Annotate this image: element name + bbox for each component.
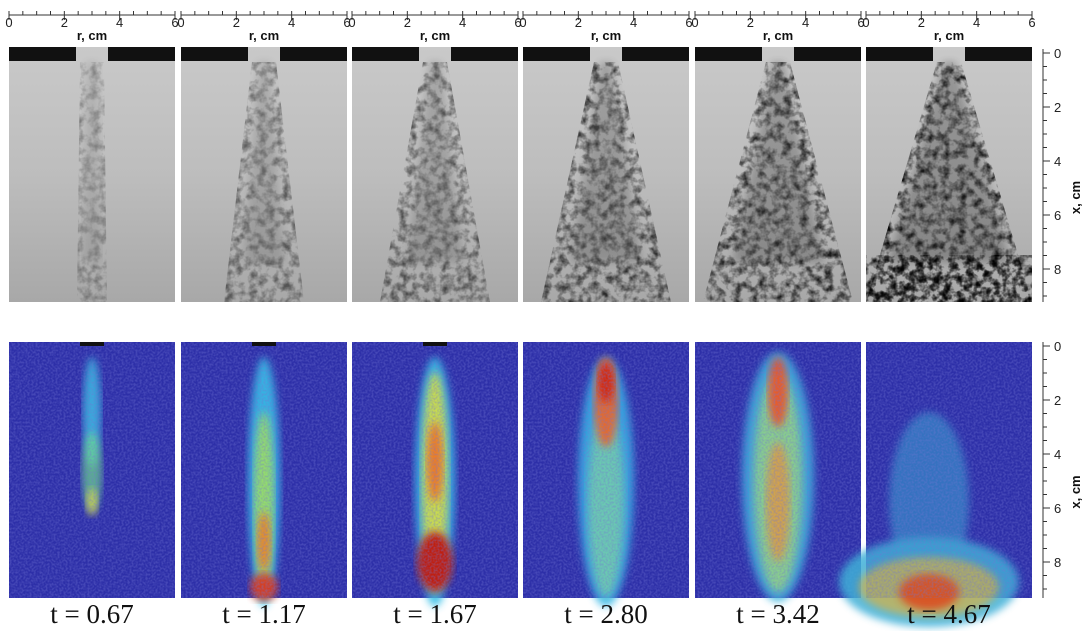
nozzle-plate-right (622, 47, 689, 61)
x-tick-label: 6 (1054, 208, 1061, 223)
r-tick-label: 2 (233, 15, 240, 30)
r-tick-label: 4 (288, 15, 295, 30)
r-axis-label: r, cm (249, 28, 279, 43)
r-tick-label: 2 (575, 15, 582, 30)
r-tick-label: 0 (5, 15, 12, 30)
nozzle-plate-left (695, 47, 762, 61)
x-tick-label: 2 (1054, 393, 1061, 408)
r-tick-label: 0 (177, 15, 184, 30)
x-tick-label: 8 (1054, 555, 1061, 570)
figure: 0 2 4 6 r, cm t = 0.67 0 2 4 6 r, cm t = 1.17 0 2 4 6 r,… (0, 0, 1088, 631)
nozzle-plate-right (280, 47, 347, 61)
r-tick-label: 0 (519, 15, 526, 30)
nozzle-plate-left (9, 47, 76, 61)
nozzle-mark (80, 342, 104, 346)
time-label: t = 1.67 (393, 599, 476, 629)
x-tick-label: 0 (1054, 46, 1061, 61)
r-tick-label: 4 (973, 15, 980, 30)
x-tick-label: 4 (1054, 154, 1061, 169)
r-axis-label: r, cm (77, 28, 107, 43)
r-tick-label: 4 (630, 15, 637, 30)
x-tick-label: 0 (1054, 339, 1061, 354)
time-label: t = 3.42 (736, 599, 819, 629)
r-axis-label: r, cm (420, 28, 450, 43)
speckle (866, 342, 1032, 598)
nozzle-plate-left (352, 47, 419, 61)
r-tick-label: 4 (802, 15, 809, 30)
r-axis-label: r, cm (934, 28, 964, 43)
x-axis-label: x, cm (1068, 181, 1083, 214)
nozzle-mark (252, 342, 276, 346)
plume-core (83, 62, 101, 262)
schlieren-plume (77, 62, 107, 302)
time-label: t = 0.67 (50, 599, 133, 629)
time-label: t = 2.80 (564, 599, 647, 629)
r-tick-label: 2 (404, 15, 411, 30)
speckle (352, 342, 518, 598)
nozzle-plate-right (965, 47, 1032, 61)
r-axis-label: r, cm (763, 28, 793, 43)
nozzle-plate-left (866, 47, 933, 61)
nozzle-plate-left (523, 47, 590, 61)
r-tick-label: 0 (348, 15, 355, 30)
r-tick-label: 0 (691, 15, 698, 30)
speckle (695, 342, 861, 598)
r-tick-label: 0 (862, 15, 869, 30)
speckle (181, 342, 347, 598)
speckle (523, 342, 689, 598)
nozzle-plate-right (794, 47, 861, 61)
x-axis-label: x, cm (1068, 475, 1083, 508)
r-tick-label: 2 (918, 15, 925, 30)
r-axis-label: r, cm (591, 28, 621, 43)
x-tick-label: 8 (1054, 262, 1061, 277)
nozzle-plate-right (108, 47, 175, 61)
x-tick-label: 2 (1054, 100, 1061, 115)
nozzle-plate-right (451, 47, 518, 61)
r-tick-label: 6 (1028, 15, 1035, 30)
x-tick-label: 4 (1054, 447, 1061, 462)
r-tick-label: 4 (116, 15, 123, 30)
speckle (9, 342, 175, 598)
r-tick-label: 4 (459, 15, 466, 30)
r-tick-label: 2 (61, 15, 68, 30)
r-tick-label: 2 (747, 15, 754, 30)
x-tick-label: 6 (1054, 501, 1061, 516)
nozzle-mark (423, 342, 447, 346)
nozzle-plate-left (181, 47, 248, 61)
time-label: t = 1.17 (222, 599, 305, 629)
time-label: t = 4.67 (907, 599, 990, 629)
debris-layer (866, 255, 1032, 302)
